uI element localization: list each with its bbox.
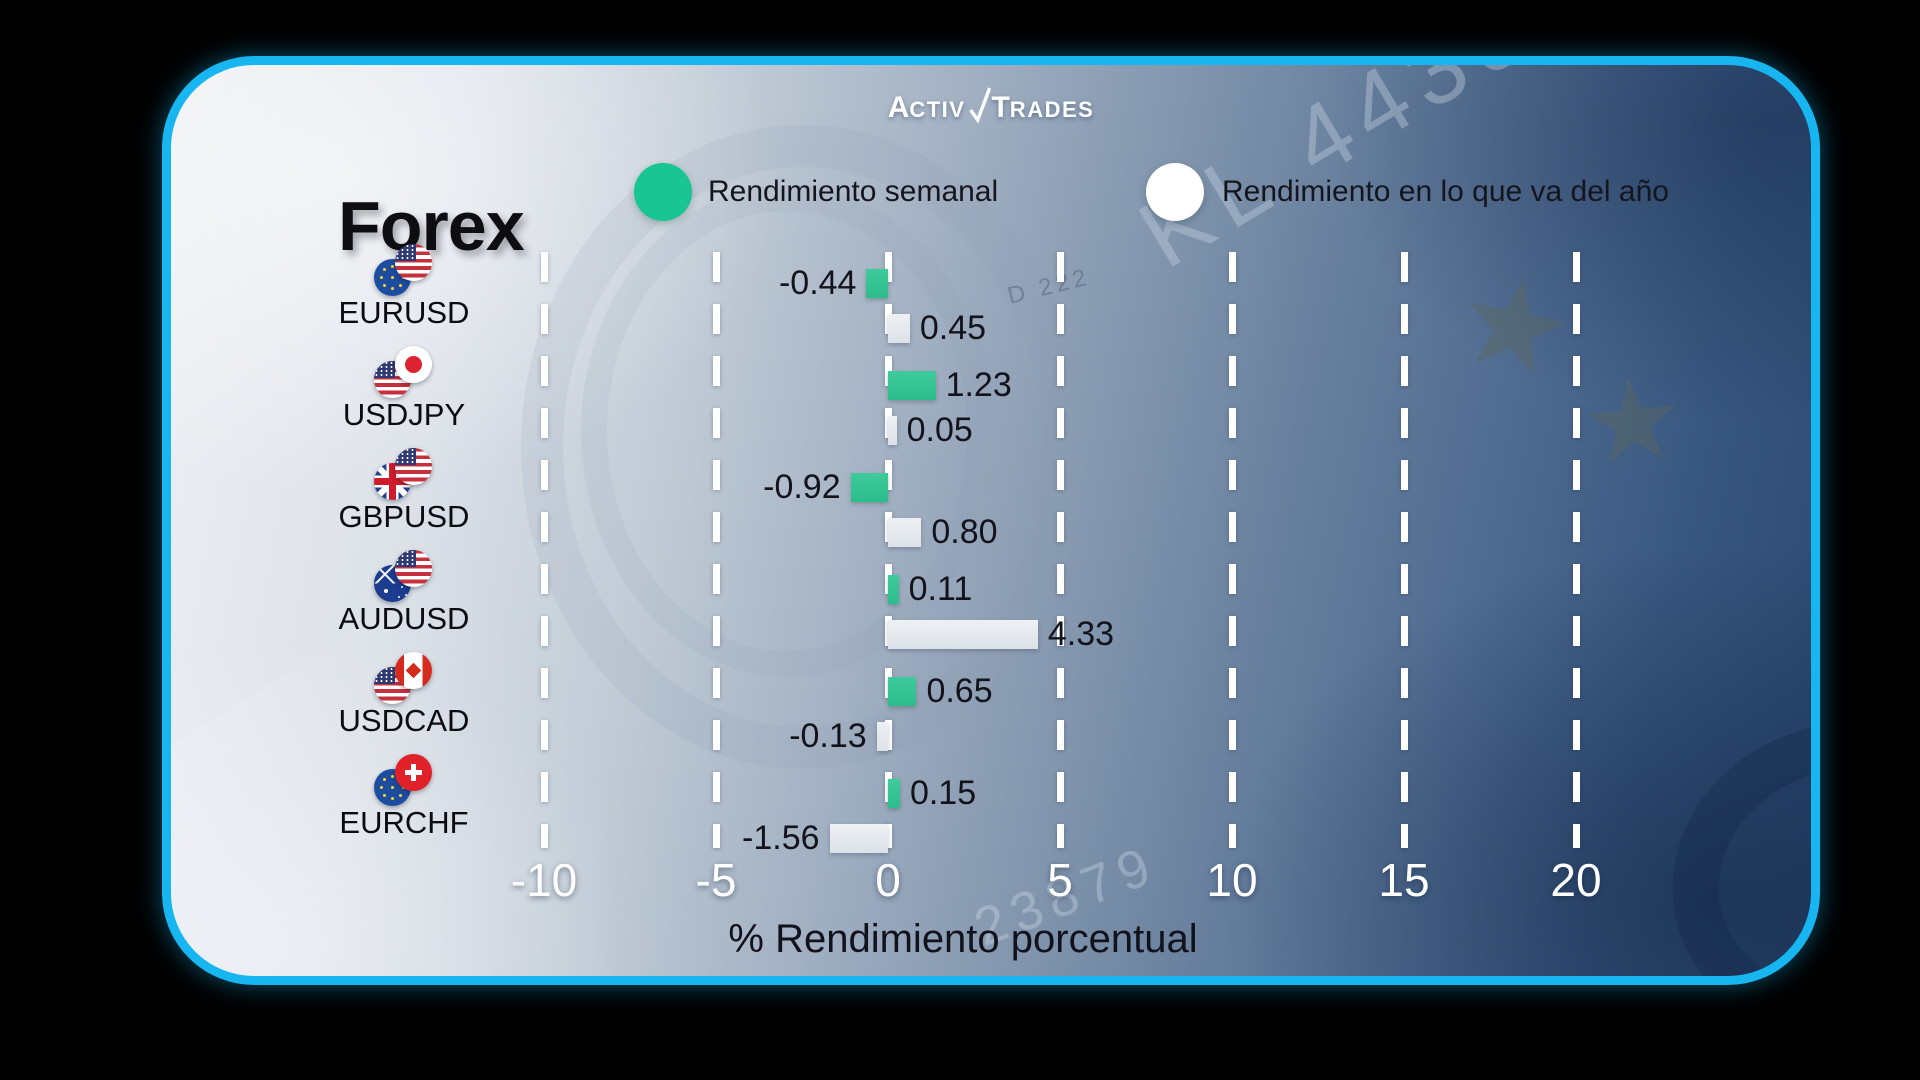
weekly-bar-USDCAD (888, 676, 917, 706)
ytd-bar-USDJPY (888, 415, 897, 445)
weekly-bar-USDJPY (888, 370, 936, 400)
x-axis-tick-0: 0 (875, 854, 901, 906)
weekly-legend-label: Rendimiento semanal (708, 175, 999, 208)
logo-text: A (887, 91, 910, 124)
weekly-value-USDCAD: 0.65 (926, 672, 993, 710)
pair-label-EURCHF: EURCHF (339, 805, 469, 840)
flag-us-icon (395, 550, 432, 587)
flag-us-icon (395, 448, 432, 485)
flag-pair-GBPUSD (374, 448, 432, 500)
flag-us-icon (395, 244, 432, 281)
ytd-value-AUDUSD: 4.33 (1047, 615, 1115, 653)
logo-text: CTIV (909, 97, 966, 123)
x-axis-tick-20: 20 (1550, 854, 1602, 906)
weekly-bar-AUDUSD (888, 574, 899, 604)
weekly-value-EURCHF: 0.15 (909, 774, 977, 812)
x-axis-tick--5: -5 (695, 854, 737, 906)
weekly-bar-EURCHF (888, 778, 900, 808)
ytd-bar-GBPUSD (888, 517, 922, 547)
logo-text: T (991, 91, 1010, 124)
flag-pair-EURCHF (374, 754, 432, 806)
ytd-legend-swatch (1146, 163, 1204, 221)
gridline--10 (540, 252, 548, 848)
weekly-value-EURUSD: -0.44 (778, 264, 857, 302)
gridline--5 (712, 252, 720, 848)
weekly-value-USDJPY: 1.23 (945, 366, 1012, 404)
activtrades-logo: A CTIV T RADES (887, 86, 1095, 124)
pair-label-EURUSD: EURUSD (338, 295, 470, 330)
x-axis-title: % Rendimiento porcentual (728, 917, 1198, 961)
ytd-value-USDCAD: -0.13 (789, 717, 867, 755)
flag-pair-AUDUSD (374, 550, 432, 602)
weekly-value-GBPUSD: -0.92 (763, 468, 841, 506)
ytd-bar-USDCAD (876, 721, 888, 751)
ytd-bar-EURUSD (888, 313, 910, 343)
logo-text: RADES (1009, 97, 1095, 123)
ytd-value-EURCHF: -1.56 (742, 819, 820, 857)
x-axis-tick-5: 5 (1047, 854, 1073, 906)
gridline-20 (1572, 252, 1580, 848)
pair-label-USDJPY: USDJPY (342, 397, 466, 432)
flag-ca-icon (395, 652, 432, 689)
flag-pair-USDJPY (374, 346, 432, 398)
gridline-5 (1056, 252, 1064, 848)
weekly-bar-EURUSD (866, 268, 888, 298)
weekly-legend-swatch (634, 163, 692, 221)
ytd-bar-AUDUSD (888, 619, 1038, 649)
ytd-legend-label: Rendimiento en lo que va del año (1222, 175, 1669, 208)
x-axis-tick-10: 10 (1206, 854, 1258, 906)
flag-jp-icon (395, 346, 432, 383)
page-title: Forex (338, 186, 525, 265)
weekly-bar-GBPUSD (850, 472, 888, 502)
x-axis-tick-15: 15 (1378, 854, 1430, 906)
ytd-value-USDJPY: 0.05 (906, 411, 973, 449)
weekly-value-AUDUSD: 0.11 (908, 570, 973, 608)
gridline-10 (1228, 252, 1236, 848)
flag-pair-USDCAD (374, 652, 432, 704)
pair-label-GBPUSD: GBPUSD (338, 499, 470, 534)
pair-label-AUDUSD: AUDUSD (338, 601, 470, 636)
flag-ch-icon (395, 754, 432, 791)
ytd-bar-EURCHF (829, 823, 888, 853)
gridline-15 (1400, 252, 1408, 848)
ytd-value-EURUSD: 0.45 (919, 309, 987, 347)
ytd-value-GBPUSD: 0.80 (931, 513, 998, 551)
pair-label-USDCAD: USDCAD (338, 703, 470, 738)
logo-check-icon (969, 87, 991, 124)
gridline-0 (884, 252, 892, 848)
x-axis-tick--10: -10 (510, 854, 578, 906)
flag-pair-EURUSD (374, 244, 432, 296)
flag-gb-icon (374, 463, 411, 500)
